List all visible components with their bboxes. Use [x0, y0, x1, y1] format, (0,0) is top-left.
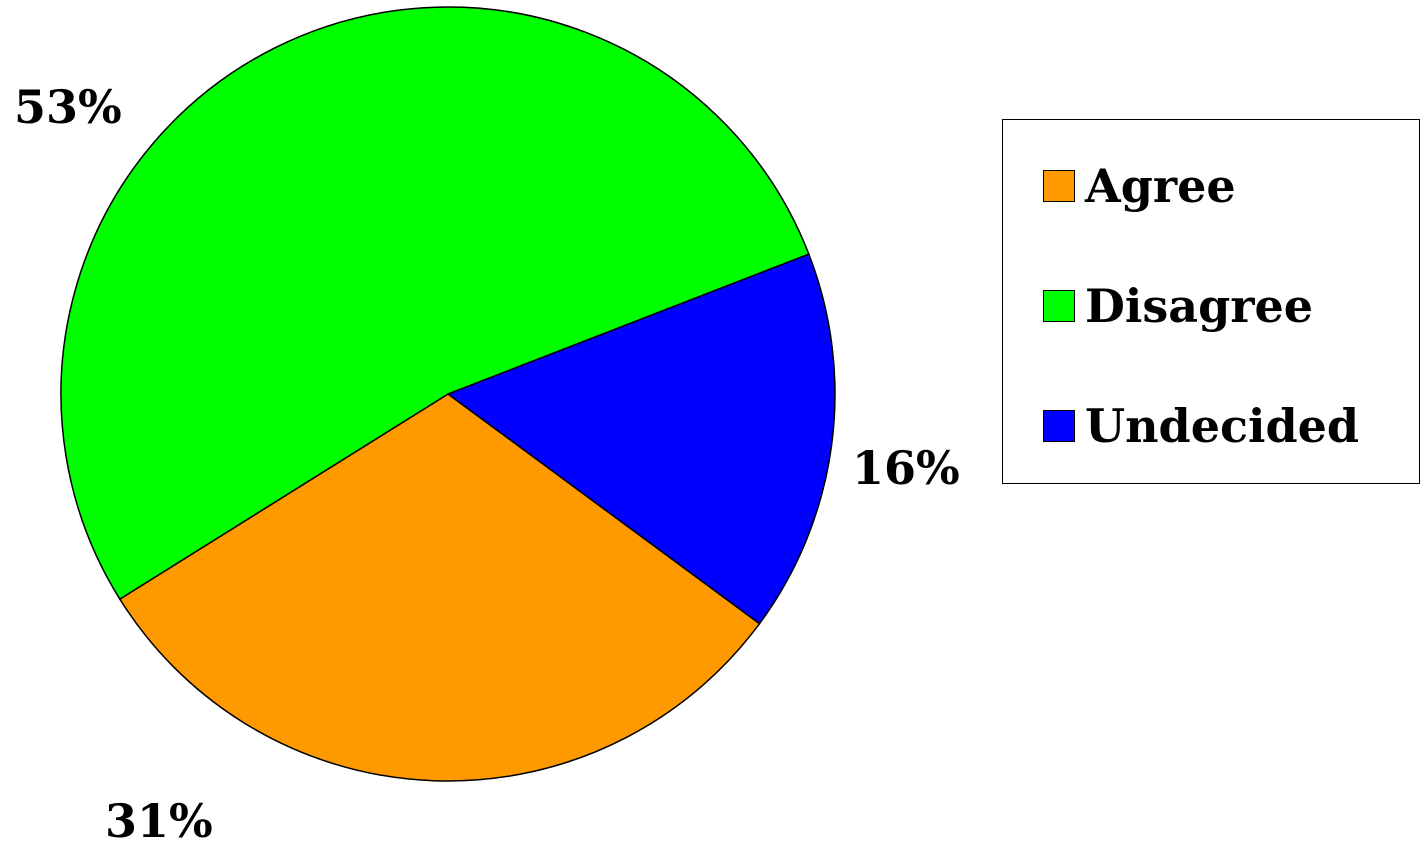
legend-label-agree: Agree [1085, 159, 1236, 213]
legend-label-disagree: Disagree [1085, 279, 1314, 333]
slice-label-undecided: 16% [852, 441, 960, 495]
legend-swatch-agree [1043, 170, 1075, 202]
slice-label-disagree: 53% [14, 80, 122, 134]
legend-item-disagree: Disagree [1043, 276, 1313, 336]
legend-item-agree: Agree [1043, 156, 1236, 216]
legend-swatch-disagree [1043, 290, 1075, 322]
pie-slices [60, 6, 836, 782]
slice-label-agree: 31% [105, 794, 213, 848]
pie-slice-disagree [60, 6, 810, 601]
pie-slice-undecided [446, 253, 836, 625]
legend-swatch-undecided [1043, 410, 1075, 442]
chart-legend: Agree Disagree Undecided [1002, 119, 1420, 484]
legend-label-undecided: Undecided [1085, 399, 1360, 453]
legend-item-undecided: Undecided [1043, 396, 1359, 456]
pie-slice-agree [118, 393, 761, 782]
